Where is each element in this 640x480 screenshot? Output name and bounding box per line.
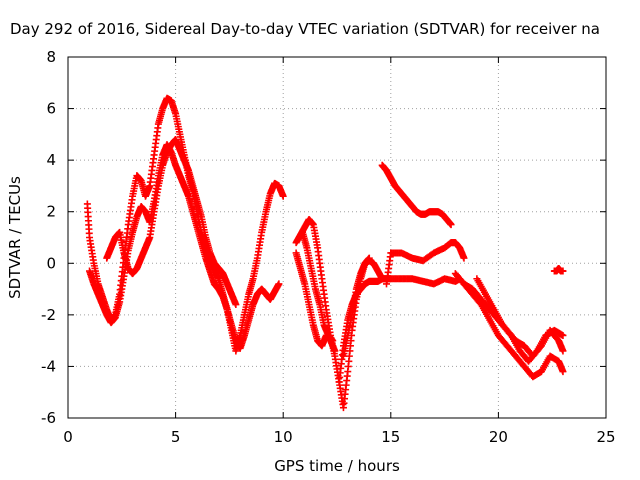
data-point (279, 192, 287, 200)
plot-frame (67, 56, 607, 419)
data-point (275, 280, 283, 288)
x-tick-label: 0 (63, 428, 73, 446)
series-13 (473, 275, 567, 365)
x-tick-label: 20 (489, 428, 508, 446)
data-point (559, 267, 567, 275)
x-tick-label: 15 (381, 428, 400, 446)
data-point (378, 275, 386, 283)
y-axis-label: SDTVAR / TECUs (6, 176, 24, 299)
y-tick-label: -4 (41, 357, 56, 375)
x-axis-label: GPS time / hours (274, 457, 400, 475)
x-tick-label: 5 (171, 428, 181, 446)
series-2 (86, 141, 283, 352)
y-tick-label: -6 (41, 409, 56, 427)
data-point (460, 254, 468, 262)
series-9 (339, 257, 386, 360)
series-3 (103, 136, 240, 309)
data-point (232, 301, 240, 309)
y-tick-label: 0 (46, 254, 56, 272)
y-tick-label: 6 (46, 100, 56, 118)
y-tick-label: 4 (46, 151, 56, 169)
data-point (447, 221, 455, 229)
data-point (559, 331, 567, 339)
series-8 (382, 239, 468, 288)
series-11 (451, 270, 567, 381)
y-tick-label: -2 (41, 306, 56, 324)
data-point (559, 368, 567, 376)
y-tick-label: 2 (46, 203, 56, 221)
x-tick-label: 25 (596, 428, 615, 446)
series-6 (299, 228, 337, 345)
series-14 (550, 264, 567, 275)
ticks-layer: 0 5 10 15 20 25 -6 -4 -2 0 2 4 6 8 (41, 48, 616, 446)
data-point (559, 347, 567, 355)
x-tick-label: 10 (274, 428, 293, 446)
data-point (329, 337, 337, 345)
y-tick-label: 8 (46, 48, 56, 66)
series-12 (460, 280, 567, 360)
data-point (331, 347, 339, 355)
marks-layer (83, 94, 567, 412)
series-10 (378, 161, 455, 229)
chart-title: Day 292 of 2016, Sidereal Day-to-day VTE… (10, 20, 600, 38)
